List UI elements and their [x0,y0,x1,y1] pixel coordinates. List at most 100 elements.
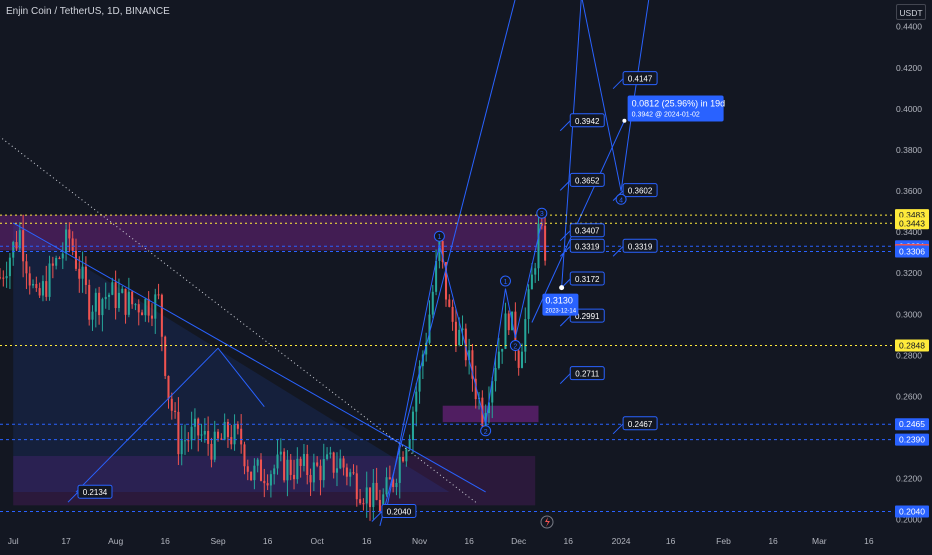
price-tag: 0.3172 [559,271,605,290]
price-tag: 0.2991 [559,308,605,327]
candle [501,348,504,364]
price-tag-label: 0.4147 [628,75,653,84]
candle [74,238,78,272]
lightning-icon[interactable] [540,515,554,529]
candle [220,433,223,441]
candle [322,443,325,488]
candle [438,239,441,269]
candle [190,411,193,450]
candle [329,446,332,459]
candle [187,432,190,452]
candle [2,270,5,287]
svg-text:1: 1 [504,279,508,286]
candle [372,468,375,520]
triangle-upper [75,347,265,493]
cursor-label: 0.3130 2023-12-14 [542,285,579,316]
y-tick-label: 0.2800 [896,350,922,360]
x-tick-label: Aug [108,536,123,546]
candle [236,421,239,435]
price-tag-label: 0.2134 [83,488,108,497]
candle [388,465,391,480]
candle [98,286,101,325]
x-tick-label: Dec [511,536,527,546]
candle [170,392,173,420]
candle [35,276,38,292]
candle [299,456,302,478]
candle [302,444,305,472]
price-level-badge: 0.2040 [895,505,929,518]
candle [332,451,335,479]
candle [213,420,216,463]
price-level-badge: 0.2390 [895,433,929,446]
candle [269,470,272,498]
candle [111,277,114,296]
candle [0,268,2,280]
price-tag: 0.2134 [67,484,113,503]
candle [362,498,365,511]
candle [537,214,540,281]
candle [210,437,213,468]
candle [349,468,352,487]
candle [65,224,68,261]
candle [514,302,517,361]
price-tag: 0.3407 [559,223,605,242]
candle [402,451,405,463]
cursor-main: 0.3130 [545,296,573,306]
x-tick-label: 17 [61,536,71,546]
candle [150,303,153,327]
candle [101,297,104,332]
wave-label: 2 [509,340,521,352]
y-tick-label: 0.4000 [896,104,922,114]
currency-button[interactable]: USDT [896,4,926,20]
candles [0,208,547,521]
price-tag: 0.2467 [612,416,658,435]
svg-text:0.3483: 0.3483 [899,210,925,220]
descending-trendline [12,222,486,493]
candle [398,448,401,499]
price-tag: 0.4147 [612,71,658,90]
candle [51,256,54,279]
price-tag-label: 0.3407 [575,227,600,236]
plot-area [0,0,650,527]
candle [359,488,362,505]
svg-text:1: 1 [437,234,441,241]
candle [167,375,170,409]
candle [378,489,381,513]
candle [431,284,434,319]
elliott-wave [386,221,543,510]
candle [157,283,160,300]
candle [104,282,107,309]
candle [259,453,263,482]
candle [160,293,163,352]
svg-text:3: 3 [540,211,544,218]
price-tag-label: 0.3319 [628,242,653,251]
candle [32,279,35,289]
x-tick-label: 16 [864,536,874,546]
candle [312,453,315,492]
dotted-trendline [0,136,477,503]
candle [355,465,358,507]
price-tag: 0.2040 [371,504,417,522]
candle [441,239,444,269]
candle [504,302,507,350]
candle [180,425,183,466]
price-tag: 0.3942 [559,113,605,132]
candle [286,450,289,497]
candle [494,356,497,392]
x-tick-label: Oct [311,536,325,546]
candle [392,477,395,493]
candle [256,457,259,473]
measure-label: 0.0812 (25.96%) in 19d 0.3942 @ 2024-01-0… [627,95,725,122]
candle [415,383,418,427]
x-tick-label: 16 [564,536,574,546]
candle [342,455,345,476]
wave-labels: 1212345 [433,193,627,437]
price-level-badge: 0.2848 [895,339,929,352]
price-axis[interactable]: 0.4400 0.4200 0.4000 0.3800 0.3600 0.3400 0.32… [892,0,932,550]
time-axis[interactable]: Jul 17 Aug 16 Sep 16 Oct 16 Nov 16 Dec 16 2024 16 Feb 1… [8,536,874,546]
candle [243,441,246,475]
candle [326,447,329,461]
candle [448,294,451,308]
